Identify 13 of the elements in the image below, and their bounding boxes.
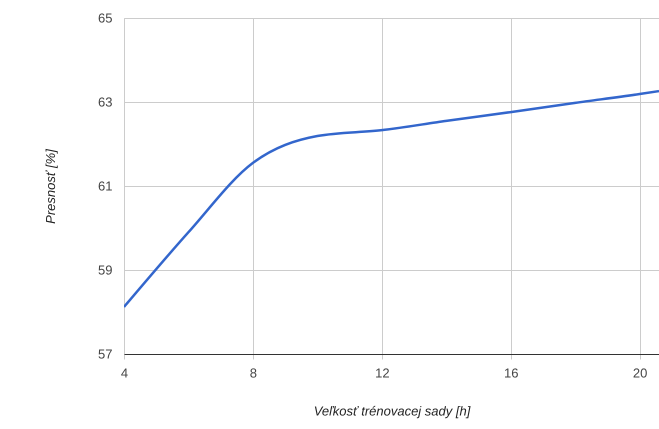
y-tick-label: 61 xyxy=(98,178,112,194)
x-tick-label: 4 xyxy=(120,366,128,380)
x-tick-label: 20 xyxy=(632,366,648,380)
line-series xyxy=(124,90,659,308)
x-axis-title: Veľkosť trénovacej sady [h] xyxy=(314,404,471,418)
x-tick-label: 8 xyxy=(250,366,258,380)
y-axis-title: Presnosť [%] xyxy=(43,148,58,224)
x-tick-label: 16 xyxy=(504,366,518,380)
y-tick-label: 63 xyxy=(98,94,112,110)
y-tick-label: 59 xyxy=(98,262,112,278)
x-tick-label: 12 xyxy=(375,366,390,380)
y-tick-label: 57 xyxy=(98,346,112,362)
y-tick-label: 65 xyxy=(98,10,112,26)
